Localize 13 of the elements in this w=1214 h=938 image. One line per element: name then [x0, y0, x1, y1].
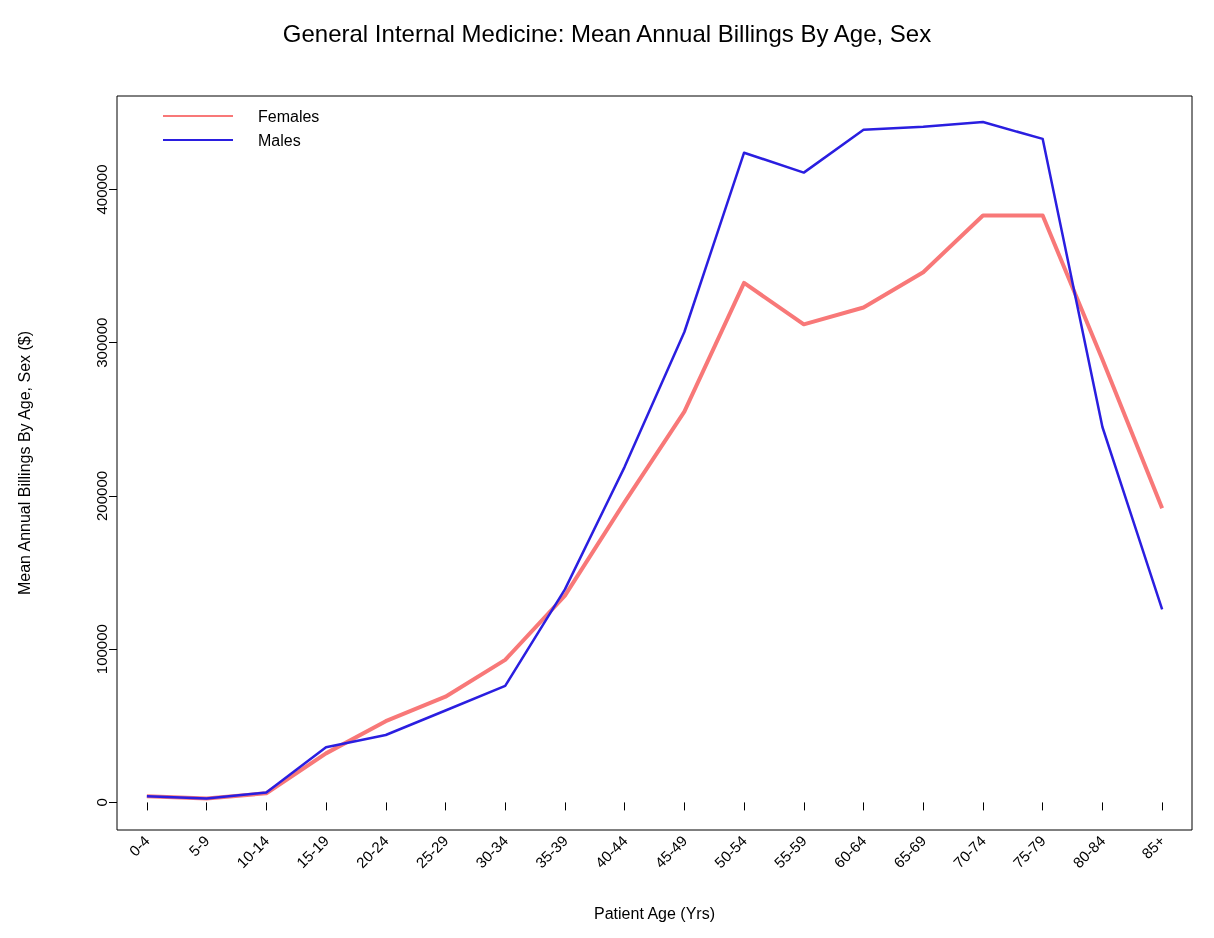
y-tick-label: 200000 [93, 470, 110, 521]
x-tick-label: 85+ [1138, 831, 1169, 862]
x-tick-label: 0-4 [125, 831, 153, 860]
x-axis-title: Patient Age (Yrs) [594, 904, 715, 922]
y-axis-title: Mean Annual Billings By Age, Sex ($) [15, 330, 33, 596]
y-tick-label: 400000 [93, 164, 110, 215]
y-tick-label: 300000 [93, 317, 110, 368]
y-tick-label: 0 [93, 798, 110, 807]
y-tick-label: 100000 [93, 624, 110, 675]
chart-title: General Internal Medicine: Mean Annual Billings By Age, Sex [282, 19, 932, 47]
legend-label: Males [258, 131, 301, 149]
legend-label: Females [258, 107, 320, 125]
x-tick-label: 5-9 [185, 831, 213, 860]
